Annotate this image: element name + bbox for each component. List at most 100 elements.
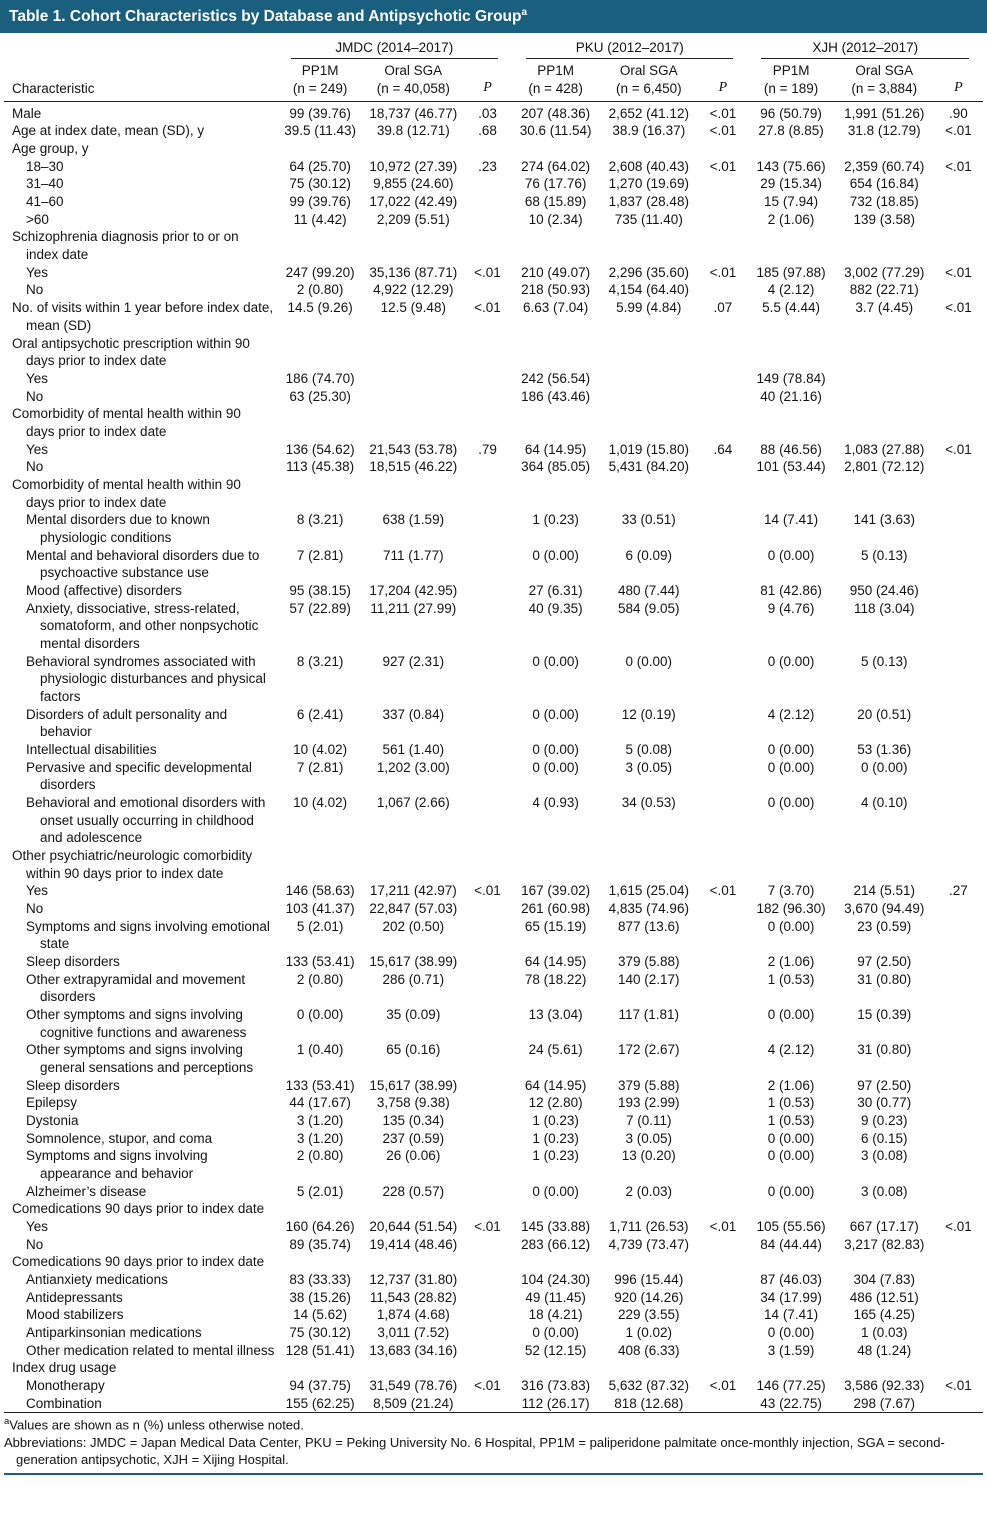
group-label-jmdc: JMDC (2014–2017) (290, 39, 499, 60)
value-cell: 167 (39.02) (521, 883, 591, 899)
p-value-cell (463, 1183, 512, 1201)
p-value-cell (698, 388, 747, 406)
value-cell: 30 (0.77) (857, 1095, 912, 1111)
p-value-cell (698, 458, 747, 476)
value-cell: 2,359 (60.74) (844, 158, 925, 174)
value-cell: 735 (11.40) (614, 211, 683, 227)
table-row: Epilepsy 44 (17.67) 3,758 (9.38) 12 (2.80) 1… (4, 1094, 983, 1112)
row-label: Age at index date, mean (SD), y (12, 123, 205, 139)
value-cell: 20 (0.51) (857, 706, 912, 722)
p-value-cell (463, 1306, 512, 1324)
group-header-pku: PKU (2012–2017) (512, 39, 747, 61)
p-value-cell (698, 175, 747, 193)
value-cell: 105 (55.56) (756, 1219, 826, 1235)
value-cell: 128 (51.41) (285, 1342, 355, 1358)
table-row: Other symptoms and signs involving gener… (4, 1041, 983, 1076)
table-title: Table 1. Cohort Characteristics by Datab… (9, 8, 522, 26)
value-cell: 81 (42.86) (760, 582, 822, 598)
section-row: Index drug usage (4, 1359, 983, 1377)
row-label: Combination (26, 1395, 102, 1411)
value-cell: 0 (0.00) (767, 741, 815, 757)
value-cell: 0 (0.00) (532, 653, 579, 669)
table-row: Symptoms and signs involving emotional s… (4, 918, 983, 953)
row-label: Yes (26, 370, 49, 386)
value-cell: 6 (0.15) (860, 1130, 908, 1146)
value-cell: 561 (1.40) (382, 741, 445, 757)
table-row: Pervasive and specific developmental dis… (4, 759, 983, 794)
row-label: Other symptoms and signs involving cogni… (26, 1007, 247, 1040)
row-label: Intellectual disabilities (26, 741, 157, 757)
value-cell: 13,683 (34.16) (369, 1342, 458, 1358)
p-value-cell (698, 918, 747, 953)
table-container: JMDC (2014–2017) PKU (2012–2017) XJH (20… (0, 33, 987, 1476)
value-cell: 3 (1.59) (767, 1342, 815, 1358)
p-value-cell (934, 1183, 983, 1201)
value-cell: 298 (7.67) (853, 1395, 916, 1411)
p-value-cell (698, 741, 747, 759)
p-value-cell (463, 193, 512, 211)
p-value-cell (463, 1342, 512, 1360)
value-cell (364, 370, 463, 388)
p-value-cell: <.01 (709, 158, 737, 174)
value-cell: 0 (0.00) (532, 1325, 579, 1341)
value-cell: 2 (0.03) (625, 1183, 673, 1199)
p-value-cell (934, 794, 983, 847)
row-label: Yes (26, 1219, 49, 1235)
table-row: Other medication related to mental illne… (4, 1342, 983, 1360)
value-cell: 5 (2.01) (296, 1183, 344, 1199)
value-cell: 1,991 (51.26) (844, 105, 925, 121)
value-cell: 64 (25.70) (289, 158, 351, 174)
value-cell: 76 (17.76) (524, 176, 587, 192)
column-header-line1: Oral SGA (619, 63, 678, 79)
value-cell: 283 (66.12) (521, 1236, 591, 1252)
table-row: Yes 136 (54.62) 21,543 (53.78) .79 64 (14.95… (4, 441, 983, 459)
p-value-cell (934, 211, 983, 229)
value-cell: 135 (0.34) (382, 1113, 445, 1129)
characteristic-header: Characteristic (4, 60, 277, 102)
section-row: Comorbidity of mental health within 90 d… (4, 476, 983, 511)
value-cell: 117 (1.81) (618, 1007, 680, 1023)
table-row: Yes 160 (64.26) 20,644 (51.54) <.01 145 (33.… (4, 1218, 983, 1236)
value-cell: 83 (33.33) (289, 1272, 351, 1288)
section-label: Schizophrenia diagnosis prior to or on i… (12, 229, 239, 263)
value-cell: 1 (0.53) (767, 1113, 815, 1129)
value-cell: 1 (0.02) (625, 1325, 673, 1341)
p-value-cell: <.01 (474, 1219, 501, 1235)
row-label: Dystonia (26, 1113, 79, 1129)
value-cell: 29 (15.34) (760, 176, 822, 192)
row-label: Yes (26, 441, 49, 457)
p-value-cell (934, 600, 983, 653)
p-value-cell (698, 653, 747, 706)
p-value-cell (934, 1342, 983, 1360)
footnote-marker: a (4, 1416, 10, 1428)
value-cell: 1,874 (4.68) (376, 1307, 450, 1323)
value-cell: 2 (1.06) (767, 211, 815, 227)
table-row: Sleep disorders 133 (53.41) 15,617 (38.99)… (4, 953, 983, 971)
value-cell: 149 (78.84) (756, 370, 826, 386)
p-value-cell (934, 971, 983, 1006)
xjh-sga-header: Oral SGA (n = 3,884) (834, 60, 934, 102)
value-cell: 2 (1.06) (767, 1077, 815, 1093)
value-cell: 35,136 (87.71) (369, 264, 458, 280)
value-cell: 3 (1.20) (296, 1130, 344, 1146)
p-value-cell (698, 1236, 747, 1254)
p-value-cell (934, 1324, 983, 1342)
value-cell: 13 (0.20) (621, 1148, 676, 1164)
value-cell: 84 (44.44) (760, 1236, 822, 1252)
value-cell: 5.5 (4.44) (762, 300, 820, 316)
table-row: Other symptoms and signs involving cogni… (4, 1006, 983, 1041)
value-cell: 34 (0.53) (621, 794, 676, 810)
group-header-jmdc: JMDC (2014–2017) (277, 39, 512, 61)
value-cell: 229 (3.55) (618, 1307, 680, 1323)
value-cell: 950 (24.46) (849, 582, 919, 598)
value-cell: 24 (5.61) (528, 1042, 583, 1058)
p-value-cell (698, 1271, 747, 1289)
p-value-cell (698, 971, 747, 1006)
table-row: 18–30 64 (25.70) 10,972 (27.39) .23 274 (64.… (4, 158, 983, 176)
table-row: No 113 (45.38) 18,515 (46.22) 364 (85.05) 5,… (4, 458, 983, 476)
pku-sga-header: Oral SGA (n = 6,450) (599, 60, 699, 102)
p-value-cell (934, 388, 983, 406)
value-cell: 486 (12.51) (849, 1289, 919, 1305)
section-label: Comorbidity of mental health within 90 d… (12, 476, 241, 510)
table-row: No 103 (41.37) 22,847 (57.03) 261 (60.98) 4,… (4, 900, 983, 918)
